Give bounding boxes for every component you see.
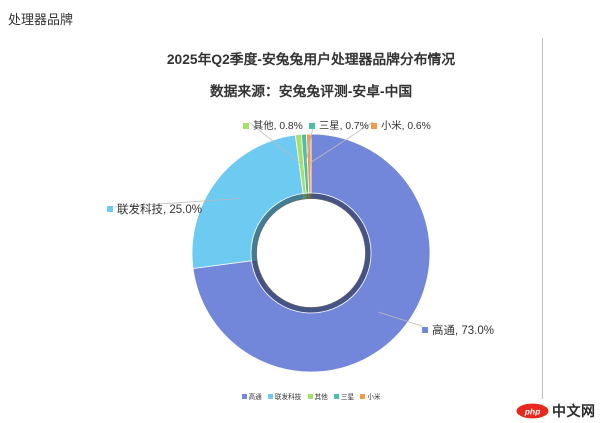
svg-text:php: php [524, 407, 541, 417]
